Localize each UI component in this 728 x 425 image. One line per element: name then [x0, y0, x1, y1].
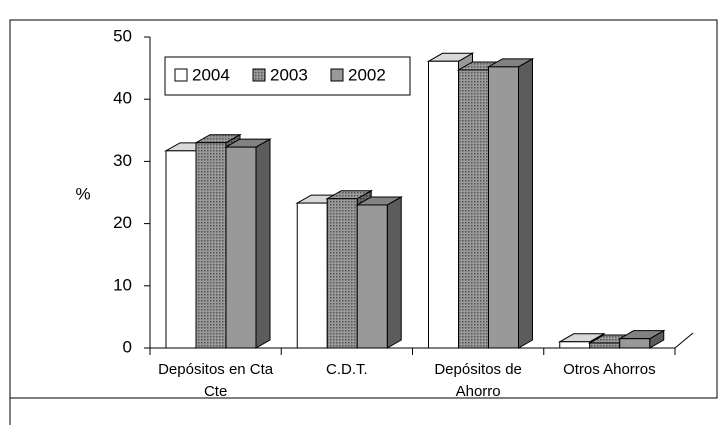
legend-swatch [252, 68, 266, 82]
bar-front [458, 69, 489, 349]
bar-front [296, 202, 328, 349]
y-tick-label: 40 [113, 89, 132, 108]
legend: 2004 2003 2002 [164, 56, 411, 96]
x-tick-label: Depósitos de Ahorro [434, 361, 522, 400]
bar-side [518, 57, 533, 349]
legend-swatch [174, 68, 188, 82]
legend-box [164, 56, 411, 96]
y-axis-label: % [75, 184, 90, 203]
bar-front [589, 342, 621, 349]
bar-front [428, 60, 459, 349]
bar [486, 57, 535, 349]
chart-frame [9, 19, 718, 425]
legend-swatch [330, 68, 344, 82]
legend-label: 2004 [192, 65, 230, 84]
bar-front [225, 146, 257, 349]
bar-front [326, 198, 358, 349]
bar-side [255, 138, 271, 349]
x-tick-label: Otros Ahorros [563, 361, 656, 378]
bar-front [356, 204, 388, 349]
legend-label: 2002 [348, 65, 386, 84]
y-tick-label: 20 [113, 213, 132, 232]
y-tick-label: 50 [113, 26, 132, 45]
bar-front [619, 338, 651, 349]
bar-front [559, 341, 591, 349]
bar [224, 138, 272, 349]
bar-front [165, 150, 197, 349]
bar-front [195, 142, 227, 349]
bar-front [488, 66, 519, 349]
y-tick-label: 10 [113, 275, 132, 294]
bar-side [386, 196, 402, 349]
y-tick-label: 0 [123, 337, 132, 356]
bar [355, 196, 404, 349]
bar [617, 329, 666, 349]
x-tick-label: C.D.T. [326, 361, 368, 378]
x-tick-label: Depósitos en Cta Cte [158, 361, 274, 400]
legend-label: 2003 [270, 65, 308, 84]
y-tick-label: 30 [113, 151, 132, 170]
